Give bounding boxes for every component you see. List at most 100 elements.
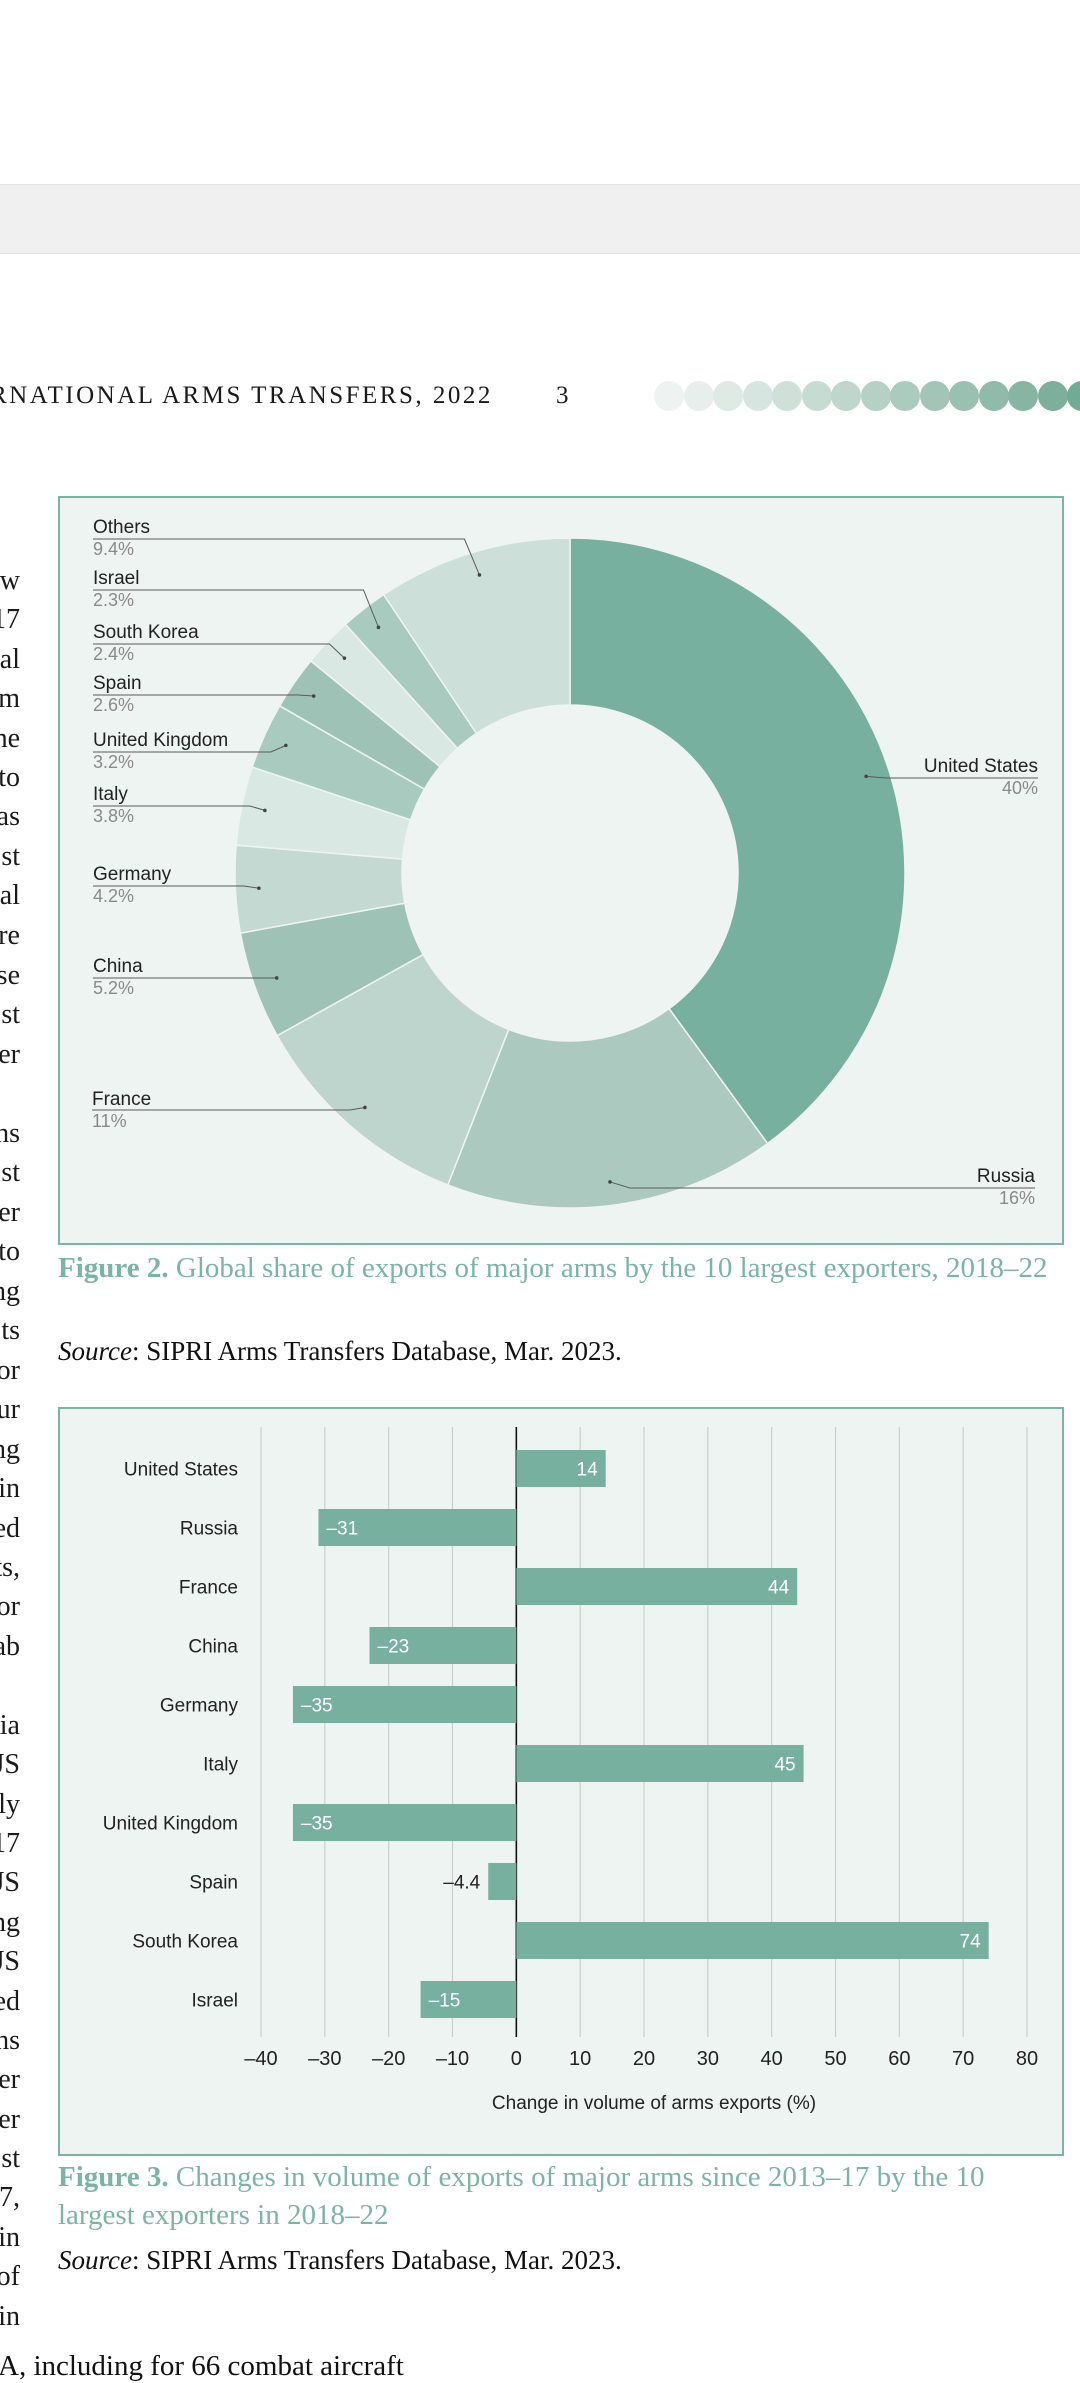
left-column-text-fragments: w17almhetoasstalresesternsstertongtsorur… (0, 0, 40, 2376)
left-text-fragment: ng (0, 1907, 20, 1939)
leader-dot (377, 626, 381, 630)
slice-value-label: 2.3% (93, 590, 134, 610)
progress-dot (831, 381, 861, 411)
left-text-fragment: he (0, 723, 20, 755)
progress-dot (654, 381, 684, 411)
slice-value-label: 11% (92, 1111, 127, 1131)
progress-dot (1008, 381, 1038, 411)
leader-dot (284, 744, 288, 748)
figure-3-source-text: : SIPRI Arms Transfers Database, Mar. 20… (132, 2245, 622, 2275)
left-text-fragment: er (0, 1039, 20, 1071)
x-tick-label: 0 (511, 2048, 522, 2070)
category-label: South Korea (132, 1932, 238, 1953)
bar-value-label: –31 (326, 1519, 358, 1540)
left-text-fragment: ia (0, 1710, 20, 1742)
slice-value-label: 3.2% (93, 752, 134, 772)
x-tick-label: 80 (1016, 2048, 1038, 2070)
category-label: United States (124, 1460, 238, 1481)
progress-dot (713, 381, 743, 411)
left-text-fragment: st (1, 2143, 20, 2175)
body-text-cutoff: A, including for 66 combat aircraft (0, 2350, 404, 2383)
left-text-fragment: 17 (0, 1828, 20, 1860)
figure-2-source: Source: SIPRI Arms Transfers Database, M… (58, 1336, 622, 1367)
left-text-fragment: er (0, 1197, 20, 1229)
category-label: China (188, 1637, 238, 1658)
bar-value-label: –23 (378, 1637, 410, 1658)
figure-2-source-label: Source (58, 1336, 132, 1366)
bar-value-label: 74 (960, 1932, 982, 1953)
figure-2-source-text: : SIPRI Arms Transfers Database, Mar. 20… (132, 1336, 622, 1366)
slice-label: United States (924, 756, 1038, 777)
progress-dot (861, 381, 891, 411)
left-text-fragment: al (0, 644, 20, 676)
left-text-fragment: to (0, 762, 20, 794)
figure-3-title: Changes in volume of exports of major ar… (58, 2161, 985, 2231)
bar (516, 1922, 988, 1959)
left-text-fragment: ts, (0, 1552, 20, 1584)
slice-value-label: 9.4% (93, 539, 134, 559)
left-text-fragment: st (1, 841, 20, 873)
bar-value-label: 44 (768, 1578, 790, 1599)
left-text-fragment: ng (0, 1276, 20, 1308)
slice-label: South Korea (93, 622, 199, 643)
figure-3-source-label: Source (58, 2245, 132, 2275)
figure-2-title: Global share of exports of major arms by… (176, 1252, 1048, 1284)
category-label: Israel (192, 1991, 238, 2012)
left-text-fragment: re (0, 920, 20, 952)
leader-dot (275, 976, 279, 980)
left-text-fragment: in (0, 2222, 20, 2254)
category-label: Russia (180, 1519, 239, 1540)
progress-dot (1067, 381, 1080, 411)
left-text-fragment: in (0, 1473, 20, 1505)
category-label: Spain (189, 1873, 238, 1894)
left-text-fragment: ng (0, 1434, 20, 1466)
left-text-fragment: st (1, 1157, 20, 1189)
left-text-fragment: ts (1, 1315, 20, 1347)
progress-dot (684, 381, 714, 411)
category-label: United Kingdom (103, 1814, 238, 1835)
donut-chart: United States40%Russia16%France11%China5… (60, 498, 1062, 1243)
left-text-fragment: or (0, 1355, 20, 1387)
left-text-fragment: ns (0, 1118, 20, 1150)
bar-value-label: –35 (301, 1814, 333, 1835)
slice-value-label: 2.4% (93, 644, 134, 664)
left-text-fragment: JS (0, 1749, 20, 1781)
leader-dot (363, 1106, 367, 1110)
category-label: Italy (203, 1755, 238, 1776)
x-tick-label: 60 (888, 2048, 910, 2070)
bar-value-label: –4.4 (443, 1873, 480, 1894)
left-text-fragment: 17, (0, 2182, 20, 2214)
bar-value-label: 45 (774, 1755, 795, 1776)
left-text-fragment: 17 (0, 604, 20, 636)
x-tick-label: –30 (308, 2048, 341, 2070)
leader-dot (312, 694, 316, 698)
slice-label: Spain (93, 673, 142, 694)
left-text-fragment: of (0, 2261, 20, 2293)
figure-3-source: Source: SIPRI Arms Transfers Database, M… (58, 2245, 622, 2276)
bar-value-label: –15 (429, 1991, 461, 2012)
left-text-fragment: ur (0, 1394, 20, 1426)
progress-dot (1038, 381, 1068, 411)
slice-value-label: 2.6% (93, 695, 134, 715)
progress-dot (772, 381, 802, 411)
x-tick-label: 20 (633, 2048, 655, 2070)
x-tick-label: –40 (244, 2048, 277, 2070)
slice-label: Israel (93, 568, 139, 589)
category-label: France (179, 1578, 238, 1599)
left-text-fragment: st (1, 999, 20, 1031)
x-tick-label: 40 (761, 2048, 783, 2070)
left-text-fragment: ns (0, 2025, 20, 2057)
x-tick-label: 70 (952, 2048, 974, 2070)
x-tick-label: –10 (436, 2048, 469, 2070)
left-text-fragment: JS (0, 1946, 20, 1978)
viewer-toolbar (0, 184, 1080, 254)
left-text-fragment: al (0, 880, 20, 912)
leader-dot (257, 886, 261, 890)
slice-label: United Kingdom (93, 730, 228, 751)
progress-dot (802, 381, 832, 411)
leader-line (93, 539, 479, 575)
leader-dot (864, 775, 868, 779)
slice-value-label: 40% (1002, 778, 1038, 798)
progress-dot (920, 381, 950, 411)
